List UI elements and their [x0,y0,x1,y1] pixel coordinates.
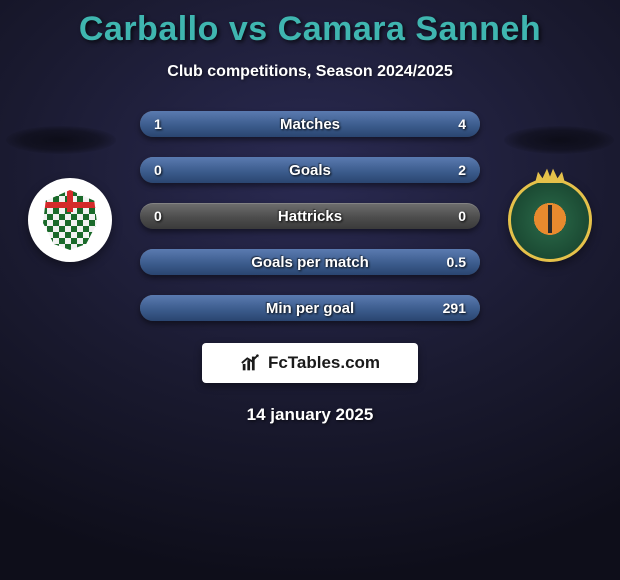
crest-roundel-icon [523,193,577,247]
club-crest-right [508,178,592,262]
stat-value-left: 0 [154,162,162,178]
stat-label: Goals [289,162,331,179]
title-vs: vs [229,10,268,48]
stat-bars: 1 Matches 4 0 Goals 2 0 Hattricks 0 Goals per mat… [140,111,480,321]
stat-label: Goals per match [251,254,369,271]
stat-value-right: 0.5 [447,254,466,270]
stat-bar: 0 Goals 2 [140,157,480,183]
player-photo-shadow-right [504,126,614,154]
date-label: 14 january 2025 [247,405,374,425]
stat-value-left: 1 [154,116,162,132]
stat-label: Matches [280,116,340,133]
stat-label: Hattricks [278,208,342,225]
stat-bar: Goals per match 0.5 [140,249,480,275]
stat-value-right: 291 [443,300,466,316]
subtitle: Club competitions, Season 2024/2025 [167,63,452,81]
title-player-left: Carballo [79,10,219,48]
stat-value-right: 4 [458,116,466,132]
stat-bar: Min per goal 291 [140,295,480,321]
stat-value-right: 0 [458,208,466,224]
crest-shield-icon [43,190,97,250]
watermark-badge: FcTables.com [202,343,418,383]
stat-value-left: 0 [154,208,162,224]
stat-value-right: 2 [458,162,466,178]
watermark-text: FcTables.com [268,353,380,373]
title-player-right: Camara Sanneh [278,10,542,48]
comparison-card: Carballo vs Camara Sanneh Club competiti… [0,0,620,580]
player-photo-shadow-left [6,126,116,154]
stat-bar-fill-left [140,111,208,137]
page-title: Carballo vs Camara Sanneh [79,10,541,49]
club-crest-left [28,178,112,262]
stat-bar-fill-right [208,111,480,137]
crown-icon [535,167,565,183]
stat-bar: 0 Hattricks 0 [140,203,480,229]
chart-icon [240,352,262,374]
stat-bar: 1 Matches 4 [140,111,480,137]
stat-label: Min per goal [266,300,354,317]
